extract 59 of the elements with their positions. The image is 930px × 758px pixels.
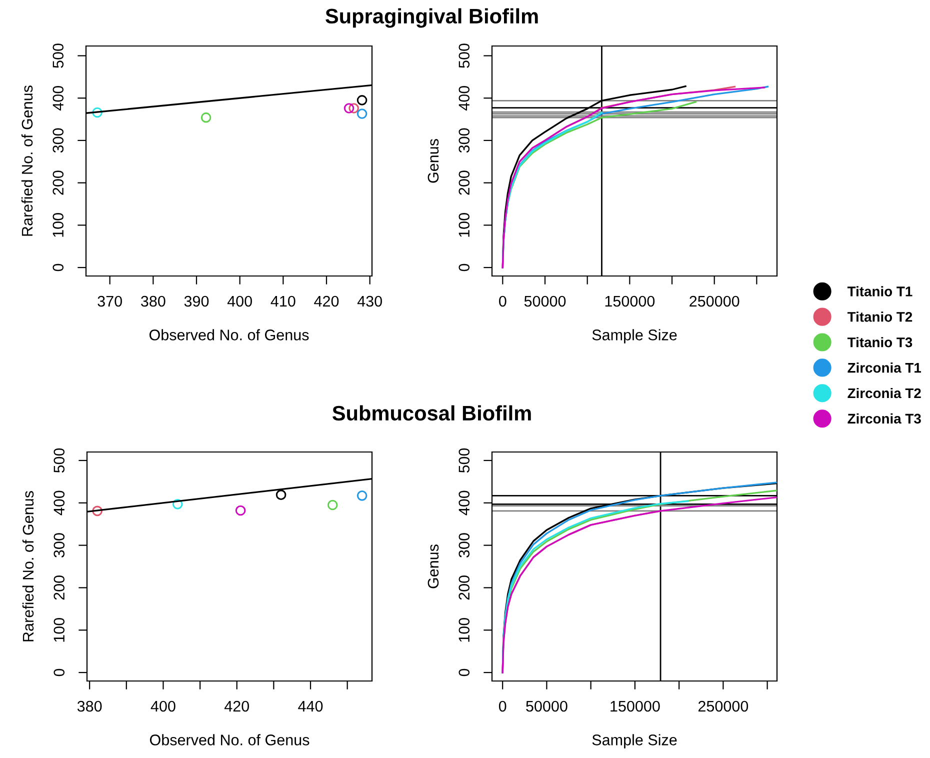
legend-label: Zirconia T2 [848,388,921,398]
y-tick-label: 400 [458,490,470,516]
legend-label: Zirconia T1 [848,362,922,373]
x-tick-label: 50000 [526,700,568,712]
x-tick-label: 250000 [698,700,748,712]
x-axis-title: Observed No. of Genus [150,734,310,746]
y-tick-label: 500 [458,448,470,473]
x-axis-title: Sample Size [592,734,677,748]
x-tick-label: 380 [141,296,166,307]
x-tick-label: 250000 [690,296,740,307]
x-tick-label: 0 [498,700,506,712]
y-tick-label: 0 [458,668,470,676]
y-tick-label: 200 [458,576,470,600]
y-tick-label: 400 [52,86,64,110]
x-tick-label: 400 [227,296,252,307]
y-tick-label: 0 [458,264,470,272]
x-axis-title: Sample Size [592,329,677,344]
y-tick-label: 0 [54,668,65,676]
legend-label: Titanio T3 [847,337,912,348]
y-axis-title: Rarefied No. of Genus [21,86,33,236]
y-tick-label: 400 [458,86,470,110]
x-axis-title: Observed No. of Genus [149,329,309,340]
legend-label: Titanio T2 [847,312,912,322]
x-tick-label: 440 [298,700,323,712]
y-tick-label: 200 [458,170,470,195]
y-tick-label: 500 [52,44,64,68]
legend-label: Titanio T1 [847,286,912,296]
text: Supragingival Biofilm [326,8,538,28]
x-tick-label: 400 [150,700,176,712]
x-tick-label: 410 [270,296,296,307]
x-tick-label: 380 [77,700,102,712]
y-tick-label: 500 [54,448,65,473]
y-tick-label: 300 [54,533,65,558]
x-tick-label: 420 [314,296,339,307]
x-tick-label: 370 [98,296,122,307]
x-tick-label: 430 [357,296,382,307]
y-tick-label: 500 [458,44,470,68]
y-tick-label: 300 [458,128,470,153]
text: Submucosal Biofilm [332,405,531,421]
y-tick-label: 200 [54,576,65,600]
y-tick-label: 300 [52,128,64,153]
x-tick-label: 390 [184,296,209,307]
y-tick-label: 0 [52,264,64,272]
y-tick-label: 100 [458,213,470,237]
y-axis-title: Rarefied No. of Genus [22,491,34,642]
x-tick-label: 150000 [610,700,660,712]
y-tick-label: 300 [458,533,470,558]
x-tick-label: 420 [224,700,250,712]
x-tick-label: 0 [499,296,506,307]
y-axis-title: Genus [428,544,439,588]
y-tick-label: 100 [54,618,65,642]
y-tick-label: 100 [458,618,470,642]
y-axis-title: Genus [428,139,439,183]
y-tick-label: 200 [52,170,64,195]
legend-label: Zirconia T3 [848,413,921,424]
x-tick-label: 150000 [605,296,655,307]
x-tick-label: 50000 [524,296,566,307]
y-tick-label: 100 [52,213,64,237]
y-tick-label: 400 [54,490,65,516]
